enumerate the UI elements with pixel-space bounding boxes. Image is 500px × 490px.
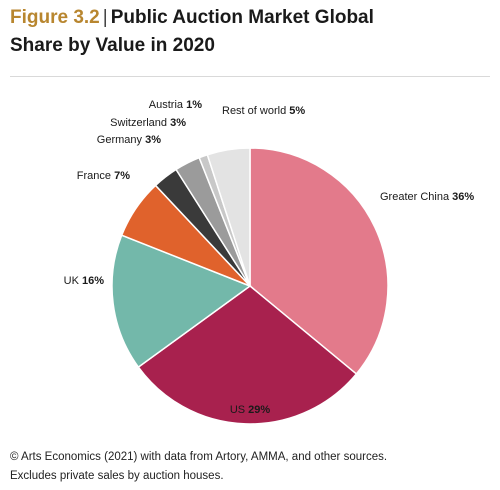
slice-label-switzerland: Switzerland 3% — [110, 117, 186, 129]
note-line: Excludes private sales by auction houses… — [10, 470, 224, 482]
slice-label-france: France 7% — [77, 170, 130, 182]
pie-slice-us — [137, 285, 358, 425]
title-line-2: Share by Value in 2020 — [10, 35, 215, 56]
pie-chart: Greater China 36% US 29% UK 16% France 7% Ge… — [64, 99, 474, 425]
slice-label-germany: Germany 3% — [97, 134, 161, 146]
slice-label-austria: Austria 1% — [149, 99, 202, 111]
figure-number: Figure 3.2 — [10, 7, 100, 28]
source-line: © Arts Economics (2021) with data from A… — [10, 451, 388, 463]
pie-slice-greater-china — [249, 147, 389, 376]
figure-title: Figure 3.2 | Public Auction Market Global … — [10, 4, 490, 60]
title-divider — [10, 76, 490, 77]
source-note: © Arts Economics (2021) with data from A… — [10, 448, 490, 486]
slice-label-rest-of-world: Rest of world 5% — [222, 105, 305, 117]
slice-label-uk: UK 16% — [64, 275, 105, 287]
title-separator: | — [102, 7, 108, 28]
slice-label-us: US 29% — [230, 404, 271, 416]
pie-slice-uk — [111, 234, 252, 369]
title-text-line-1: Public Auction Market Global — [110, 7, 374, 28]
title-line-1: Figure 3.2 | Public Auction Market Global — [10, 4, 490, 32]
slice-label-greater-china: Greater China 36% — [380, 191, 474, 203]
pie-slice-rest-of-world — [206, 147, 251, 287]
